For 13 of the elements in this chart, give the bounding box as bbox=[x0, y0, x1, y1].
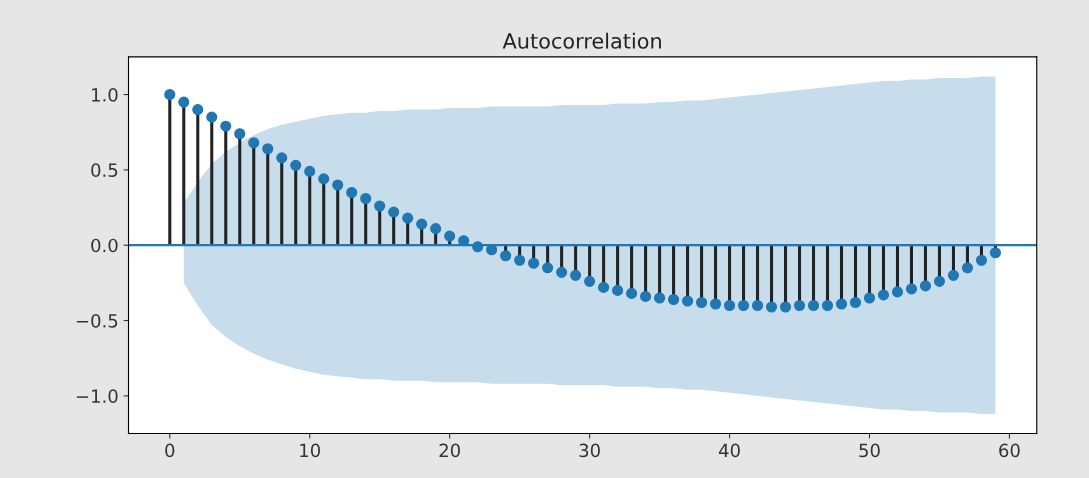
x-tick-label: 10 bbox=[300, 443, 321, 458]
y-tick-label: −1.0 bbox=[76, 389, 118, 403]
x-tick-label: 0 bbox=[165, 443, 175, 458]
x-tick-label: 50 bbox=[859, 443, 880, 458]
x-tick-label: 40 bbox=[718, 443, 740, 458]
x-tick-label: 60 bbox=[999, 443, 1020, 458]
chart-title: Autocorrelation bbox=[502, 32, 661, 49]
x-tick-label: 20 bbox=[439, 443, 460, 458]
y-tick-label: 0.0 bbox=[91, 238, 118, 253]
x-tick-label: 30 bbox=[579, 443, 600, 458]
y-tick-label: 1.0 bbox=[92, 88, 118, 102]
y-tick-label: −0.5 bbox=[76, 314, 118, 328]
y-tick-label: 0.5 bbox=[91, 163, 118, 177]
